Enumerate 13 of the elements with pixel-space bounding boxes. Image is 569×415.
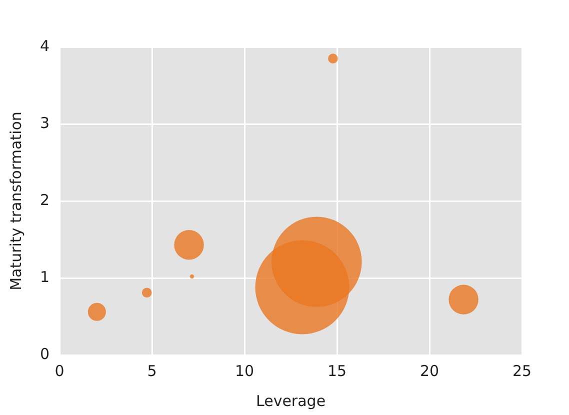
y-tick-label: 1 bbox=[40, 268, 50, 286]
y-tick-label: 2 bbox=[40, 190, 50, 209]
x-tick-label: 10 bbox=[234, 362, 254, 380]
x-axis-title: Leverage bbox=[256, 392, 326, 410]
y-tick-label: 0 bbox=[40, 344, 50, 363]
y-axis-title: Maturity transformation bbox=[6, 112, 25, 290]
y-tick-label: 4 bbox=[40, 36, 50, 55]
y-tick-label: 3 bbox=[40, 114, 50, 132]
x-tick-label: 20 bbox=[420, 362, 440, 380]
x-tick-label: 15 bbox=[327, 362, 347, 380]
x-tick-label: 25 bbox=[512, 362, 532, 380]
x-tick-label: 5 bbox=[147, 362, 157, 380]
x-tick-label: 0 bbox=[54, 362, 64, 380]
